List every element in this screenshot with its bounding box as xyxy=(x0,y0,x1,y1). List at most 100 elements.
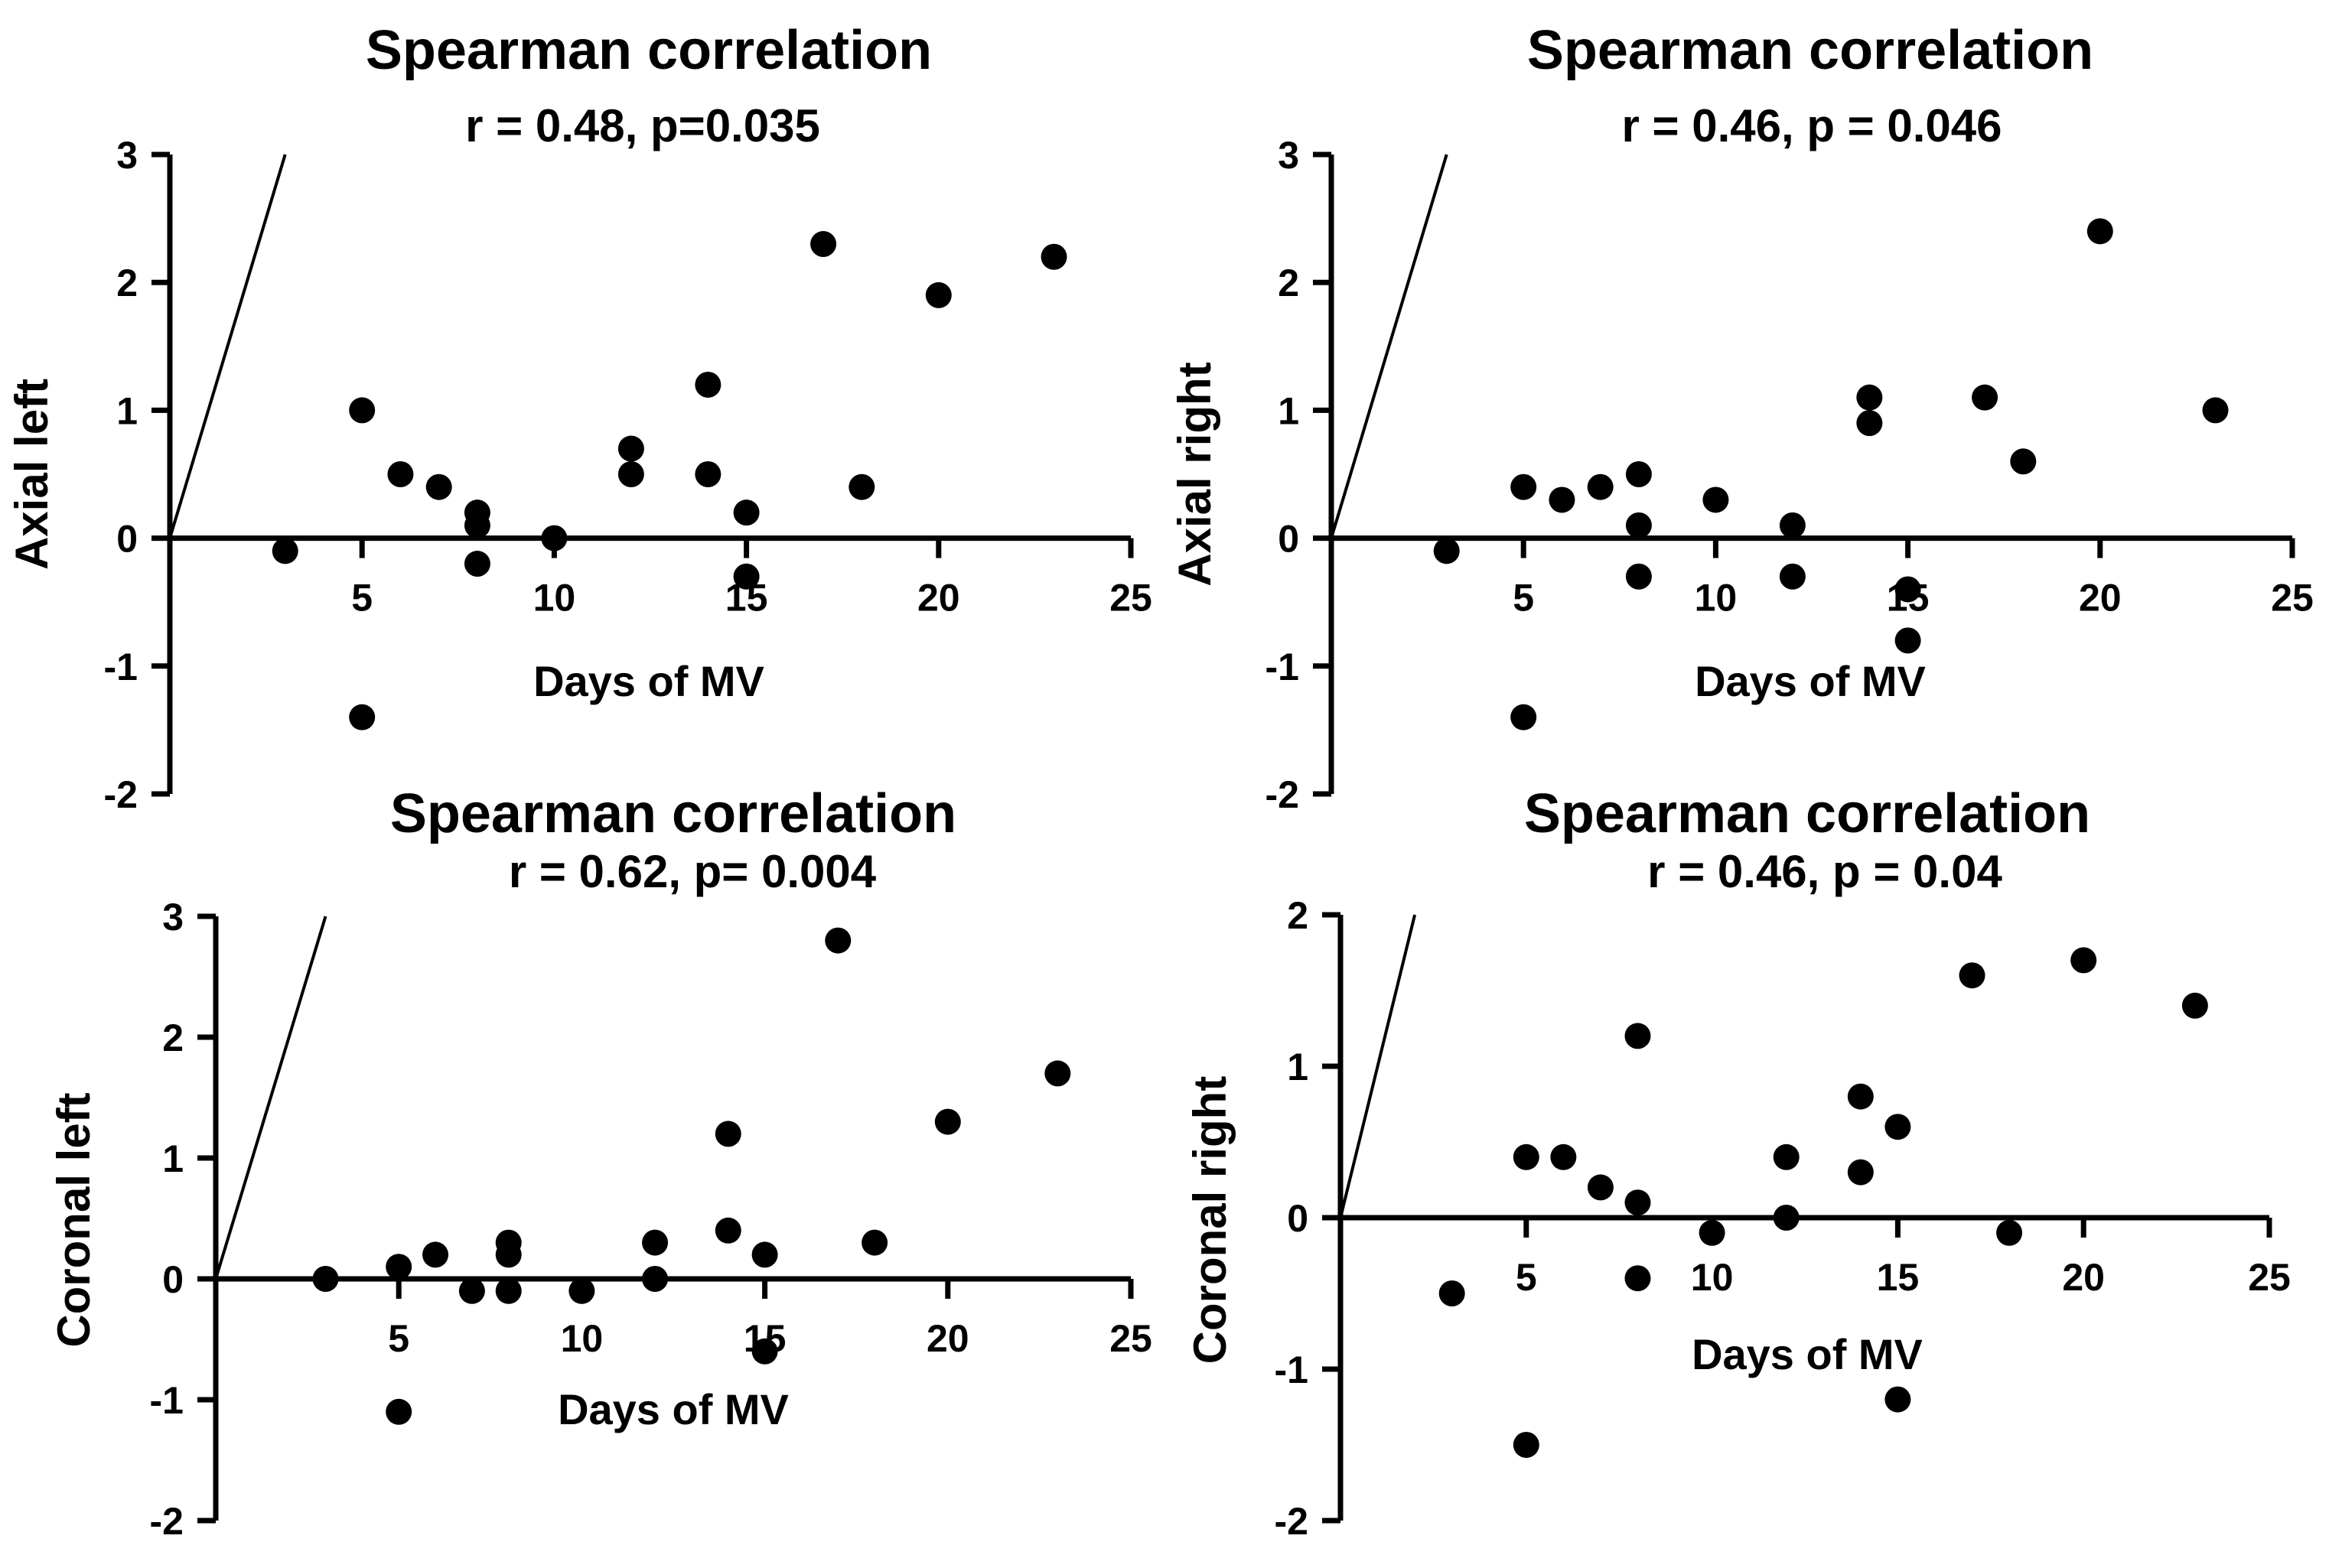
y-tick-label: -1 xyxy=(1265,646,1299,688)
chart-title: Spearman correlation xyxy=(1527,20,2093,81)
y-tick-label: 3 xyxy=(1278,134,1299,177)
chart-stats: r = 0.62, p= 0.004 xyxy=(509,846,877,897)
x-tick-label: 10 xyxy=(561,1317,604,1360)
data-point xyxy=(751,1241,778,1268)
x-axis-label: Days of MV xyxy=(1695,657,1926,705)
data-point xyxy=(1699,1219,1725,1246)
x-tick-label: 25 xyxy=(1109,1317,1152,1360)
data-point xyxy=(1702,486,1729,513)
y-axis-label: Axial left xyxy=(6,379,57,570)
data-point xyxy=(1884,1386,1911,1413)
data-point xyxy=(1587,473,1614,500)
data-point xyxy=(568,1277,595,1304)
data-point xyxy=(1513,1143,1539,1170)
data-point xyxy=(849,473,875,500)
data-point xyxy=(695,371,722,398)
data-point xyxy=(1625,512,1652,538)
data-point xyxy=(1433,538,1460,564)
data-point xyxy=(1625,461,1652,487)
data-point xyxy=(272,538,298,564)
data-point xyxy=(541,525,568,551)
data-point xyxy=(1513,1432,1539,1458)
x-tick-label: 5 xyxy=(388,1317,409,1360)
data-point xyxy=(495,1241,522,1268)
x-axis-label: Days of MV xyxy=(558,1385,789,1433)
x-tick-label: 15 xyxy=(1877,1256,1920,1299)
y-tick-label: -2 xyxy=(1275,1500,1308,1543)
y-tick-label: 3 xyxy=(162,896,184,939)
y-tick-label: -1 xyxy=(150,1379,184,1422)
x-tick-label: 20 xyxy=(2062,1256,2105,1299)
chart-stats: r = 0.46, p = 0.046 xyxy=(1621,100,2002,151)
y-tick-label: 2 xyxy=(162,1017,184,1059)
data-point xyxy=(1779,512,1806,538)
data-point xyxy=(733,499,760,526)
y-tick-label: -1 xyxy=(104,646,138,688)
data-point xyxy=(733,563,760,590)
data-point xyxy=(1856,384,1883,411)
x-tick-label: 20 xyxy=(2079,577,2122,620)
data-point xyxy=(1884,1114,1911,1140)
data-point xyxy=(1856,410,1883,437)
data-point xyxy=(934,1108,961,1135)
y-tick-label: -2 xyxy=(104,773,138,816)
data-point xyxy=(1773,1143,1800,1170)
data-point xyxy=(1041,243,1067,270)
y-tick-label: 1 xyxy=(1278,389,1299,432)
data-point xyxy=(751,1338,778,1365)
y-tick-label: 1 xyxy=(116,389,138,432)
y-tick-label: -2 xyxy=(1265,773,1299,816)
data-point xyxy=(312,1266,339,1292)
y-tick-label: 0 xyxy=(1287,1197,1308,1240)
data-point xyxy=(349,704,376,730)
x-tick-label: 5 xyxy=(1516,1256,1537,1299)
data-point xyxy=(1972,384,1998,411)
reference-line xyxy=(1339,914,1417,1218)
data-point xyxy=(2070,947,2097,974)
data-point xyxy=(1779,563,1806,590)
y-tick-label: 1 xyxy=(1287,1046,1308,1088)
data-point xyxy=(1587,1174,1614,1201)
x-tick-label: 5 xyxy=(351,577,373,620)
chart-panel-axial-right: Spearman correlation r = 0.46, p = 0.046 -… xyxy=(1169,20,2314,816)
data-point xyxy=(386,1398,412,1425)
chart-title: Spearman correlation xyxy=(1524,783,2090,844)
data-point xyxy=(1624,1023,1651,1049)
data-point xyxy=(715,1217,741,1244)
x-tick-label: 10 xyxy=(1691,1256,1734,1299)
data-point xyxy=(458,1277,485,1304)
x-axis-label: Days of MV xyxy=(1692,1330,1923,1378)
data-point xyxy=(1625,563,1652,590)
data-point xyxy=(1438,1280,1465,1306)
y-tick-label: 3 xyxy=(116,134,138,177)
data-point xyxy=(2086,218,2113,245)
data-point xyxy=(862,1229,888,1256)
y-tick-label: 1 xyxy=(162,1137,184,1180)
x-tick-label: 5 xyxy=(1513,577,1534,620)
data-point xyxy=(642,1266,669,1292)
data-point xyxy=(422,1241,449,1268)
chart-stats: r = 0.46, p = 0.04 xyxy=(1647,846,2002,897)
y-tick-label: 2 xyxy=(116,262,138,304)
data-point xyxy=(2181,992,2208,1019)
data-point xyxy=(825,927,852,954)
x-tick-label: 10 xyxy=(1695,577,1738,620)
reference-line xyxy=(1330,154,1448,539)
data-point xyxy=(925,281,952,308)
data-point xyxy=(1894,627,1921,654)
data-point xyxy=(1847,1083,1874,1110)
data-point xyxy=(1624,1189,1651,1216)
data-point xyxy=(1894,576,1921,603)
data-point xyxy=(1510,473,1537,500)
data-point xyxy=(1773,1205,1800,1231)
y-axis-label: Axial right xyxy=(1169,362,1220,586)
data-point xyxy=(1624,1265,1651,1292)
reference-line xyxy=(214,916,327,1280)
data-point xyxy=(695,461,722,487)
reference-line xyxy=(168,154,287,539)
y-tick-label: 0 xyxy=(116,518,138,561)
data-point xyxy=(1959,962,1985,989)
